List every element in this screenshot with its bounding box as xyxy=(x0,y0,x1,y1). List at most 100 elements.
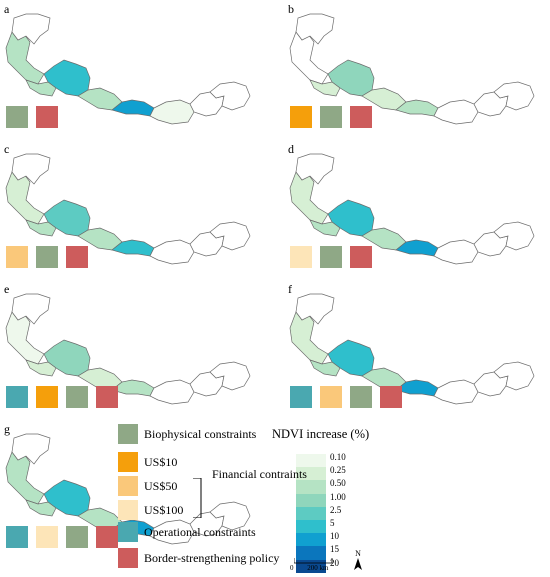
border-swatch xyxy=(350,106,372,128)
ramp-label: 1.00 xyxy=(330,491,346,502)
ramp-label: 10 xyxy=(330,531,339,542)
panel-letter: f xyxy=(288,282,292,296)
map-panel-a: a xyxy=(4,2,274,142)
region-top xyxy=(11,293,51,325)
ndvi-legend-title: NDVI increase (%) xyxy=(272,427,370,441)
scale-zero: 0 xyxy=(290,564,294,572)
financial-label: Financial contraints xyxy=(212,467,307,481)
ramp-cell xyxy=(296,519,326,534)
region-mid xyxy=(309,219,341,237)
ramp-label: 0.25 xyxy=(330,465,346,476)
region-out2 xyxy=(493,361,535,391)
map-panel-c: c xyxy=(4,142,274,282)
scale-bar-line xyxy=(294,558,333,564)
ramp-label: 20 xyxy=(330,557,339,568)
biophysical-swatch xyxy=(6,106,28,128)
scenario-swatches xyxy=(290,246,372,268)
scenario-swatches xyxy=(6,526,118,548)
usd10-swatch xyxy=(118,452,138,472)
region-out2 xyxy=(209,361,251,391)
operational-swatch xyxy=(290,386,312,408)
biophysical-swatch xyxy=(36,246,58,268)
region-far xyxy=(149,239,195,265)
ramp-label: 15 xyxy=(330,544,339,555)
region-far xyxy=(433,99,479,125)
usd100-swatch xyxy=(290,246,312,268)
usd100-swatch xyxy=(36,526,58,548)
legend-item-usd10: US$10 xyxy=(118,452,177,472)
legend-item-usd50: US$50 xyxy=(118,476,177,496)
region-top xyxy=(295,153,335,185)
region-out2 xyxy=(209,501,251,531)
ramp-cell xyxy=(296,533,326,547)
biophysical-swatch xyxy=(66,526,88,548)
ramp-label: 0.50 xyxy=(330,478,346,489)
ramp-cell xyxy=(296,467,326,481)
region-west xyxy=(5,451,45,505)
ndvi-color-ramp xyxy=(296,454,326,573)
scale-distance: 200 km xyxy=(307,564,329,572)
ndvi-ramp-labels: 0.10 0.25 0.50 1.00 2.5 5 10 15 20 xyxy=(330,451,346,570)
border-swatch xyxy=(380,386,402,408)
region-west xyxy=(5,171,45,225)
north-label: N xyxy=(355,549,361,558)
region-top xyxy=(11,433,51,465)
region-out2 xyxy=(209,81,251,111)
region-map xyxy=(289,293,535,405)
usd50-swatch xyxy=(6,246,28,268)
ramp-label: 5 xyxy=(330,518,335,529)
scenario-swatches xyxy=(6,246,88,268)
scenario-swatches xyxy=(6,386,118,408)
region-top xyxy=(295,293,335,325)
operational-label: Operational constraints xyxy=(144,524,256,539)
biophysical-swatch xyxy=(118,424,138,444)
biophysical-swatch xyxy=(320,246,342,268)
operational-swatch xyxy=(118,522,138,542)
operational-swatch xyxy=(6,386,28,408)
usd10-swatch xyxy=(290,106,312,128)
legend-item-biophysical: Biophysical constraints xyxy=(118,424,256,444)
ramp-cell xyxy=(296,454,326,468)
ramp-label: 2.5 xyxy=(330,504,342,515)
usd10-swatch xyxy=(36,386,58,408)
region-top xyxy=(11,13,51,45)
region-top xyxy=(295,13,335,45)
legend-item-operational: Operational constraints xyxy=(118,522,256,542)
border-swatch xyxy=(96,526,118,548)
region-far xyxy=(149,379,195,405)
panel-letter: d xyxy=(288,142,294,156)
region-west xyxy=(5,311,45,365)
map-panel-b: b xyxy=(288,2,550,142)
region-out2 xyxy=(209,221,251,251)
region-top xyxy=(11,153,51,185)
usd50-swatch xyxy=(118,476,138,496)
region-map xyxy=(289,13,535,125)
region-mid xyxy=(309,359,341,377)
ramp-cell xyxy=(296,546,326,560)
biophysical-swatch xyxy=(350,386,372,408)
panel-letter: g xyxy=(4,422,10,436)
scenario-swatches xyxy=(6,106,58,128)
region-mid xyxy=(25,79,57,97)
ramp-label: 0.10 xyxy=(330,452,346,462)
region-map xyxy=(289,153,535,265)
region-map xyxy=(5,153,251,265)
border-swatch xyxy=(96,386,118,408)
region-west xyxy=(5,31,45,85)
panel-letter: e xyxy=(4,282,10,296)
border-swatch xyxy=(350,246,372,268)
region-west xyxy=(289,171,329,225)
region-map xyxy=(5,13,251,125)
region-out2 xyxy=(493,221,535,251)
region-far xyxy=(149,99,195,125)
usd50-label: US$50 xyxy=(144,478,178,493)
biophysical-swatch xyxy=(66,386,88,408)
ramp-cell xyxy=(296,493,326,507)
map-panel-f: f xyxy=(288,282,550,422)
border-swatch xyxy=(66,246,88,268)
region-far xyxy=(433,379,479,405)
scenario-swatches xyxy=(290,106,372,128)
region-far xyxy=(433,239,479,265)
north-arrow-icon xyxy=(354,558,362,570)
usd50-swatch xyxy=(320,386,342,408)
